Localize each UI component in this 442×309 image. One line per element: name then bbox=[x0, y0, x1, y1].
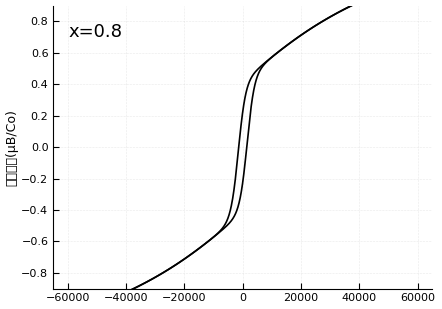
Y-axis label: 磁化强度(μB/Co): 磁化强度(μB/Co) bbox=[6, 109, 19, 185]
Text: x=0.8: x=0.8 bbox=[69, 23, 122, 40]
